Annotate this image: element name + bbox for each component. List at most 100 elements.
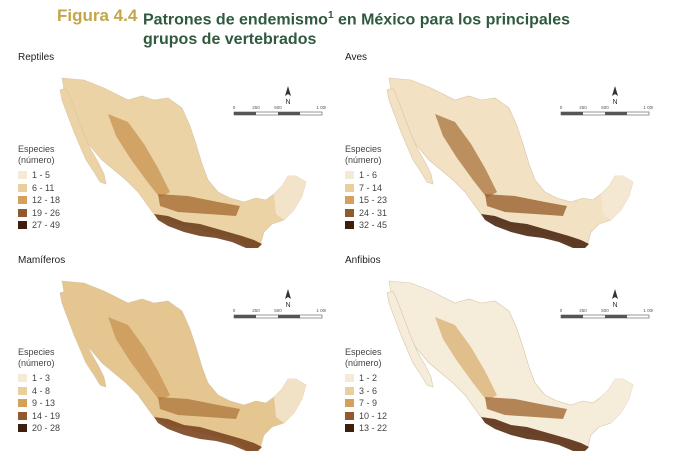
svg-text:500: 500 <box>601 105 609 110</box>
legend-label: 1 - 6 <box>359 170 378 181</box>
legend-swatch <box>18 221 27 230</box>
legend: Especies (número) 1 - 5 6 - 11 12 - 18 1… <box>18 144 60 232</box>
svg-text:1 000: 1 000 <box>643 308 653 313</box>
legend-title-line2: (número) <box>18 358 55 368</box>
legend-swatch <box>18 424 27 433</box>
legend-item: 15 - 23 <box>345 194 387 207</box>
svg-text:0: 0 <box>233 105 236 110</box>
legend-swatch <box>18 411 27 420</box>
legend: Especies (número) 1 - 2 3 - 6 7 - 9 10 -… <box>345 347 387 435</box>
legend-swatch <box>345 411 354 420</box>
legend-swatch <box>345 171 354 180</box>
svg-text:250: 250 <box>579 105 587 110</box>
legend-swatch <box>18 374 27 383</box>
legend-item: 6 - 11 <box>18 182 60 195</box>
legend-label: 10 - 12 <box>359 410 388 421</box>
legend-label: 9 - 13 <box>32 398 56 409</box>
svg-text:N: N <box>285 302 290 309</box>
legend-title-line2: (número) <box>18 155 55 165</box>
legend-swatch <box>345 221 354 230</box>
svg-text:1 000: 1 000 <box>316 105 326 110</box>
legend-item: 7 - 14 <box>345 182 387 195</box>
legend-label: 7 - 14 <box>359 182 383 193</box>
volcanic-belt <box>158 194 240 216</box>
svg-text:0: 0 <box>560 105 563 110</box>
legend-title-line1: Especies <box>18 144 55 154</box>
baja-california-region <box>59 87 107 185</box>
legend-title-line1: Especies <box>18 347 55 357</box>
sierra-madre-band <box>108 317 170 401</box>
sierra-madre-band <box>435 114 497 198</box>
volcanic-belt <box>158 397 240 419</box>
legend-title-line1: Especies <box>345 144 382 154</box>
svg-text:250: 250 <box>579 308 587 313</box>
legend-title: Especies (número) <box>345 347 387 369</box>
legend-item: 9 - 13 <box>18 397 60 410</box>
legend-label: 14 - 19 <box>32 410 61 421</box>
legend-title-line2: (número) <box>345 358 382 368</box>
legend-label: 1 - 3 <box>32 373 51 384</box>
legend-item: 14 - 19 <box>18 410 60 423</box>
figure-title: Patrones de endemismo1 en México para lo… <box>143 6 623 50</box>
legend-label: 27 - 49 <box>32 220 61 231</box>
north-arrow-icon: N <box>612 289 618 309</box>
legend-swatch <box>345 374 354 383</box>
legend-label: 13 - 22 <box>359 423 388 434</box>
southern-highlands <box>154 214 262 248</box>
baja-california-region <box>386 290 434 388</box>
legend-title: Especies (número) <box>18 347 60 369</box>
map-mamiferos <box>59 280 307 452</box>
legend-item: 1 - 2 <box>345 372 387 385</box>
svg-text:1 000: 1 000 <box>316 308 326 313</box>
scale-bar: N 0 250 500 1 000 <box>560 86 653 116</box>
legend-swatch <box>18 196 27 205</box>
legend-title: Especies (número) <box>345 144 387 166</box>
scale-bar: N 0 250 500 1 000 <box>560 289 653 319</box>
panel-title: Mamíferos <box>18 255 66 266</box>
north-arrow-icon: N <box>612 86 618 106</box>
scale-bar-line: 0 250 500 1 000 <box>560 105 653 116</box>
map-aves <box>386 77 634 249</box>
legend-item: 32 - 45 <box>345 219 387 232</box>
svg-text:250: 250 <box>252 105 260 110</box>
legend-item: 1 - 5 <box>18 169 60 182</box>
legend-label: 1 - 5 <box>32 170 51 181</box>
figure-title-rest: en México para los principales grupos de… <box>143 11 571 49</box>
legend-label: 32 - 45 <box>359 220 388 231</box>
southern-highlands <box>481 417 589 451</box>
legend-item: 12 - 18 <box>18 194 60 207</box>
baja-california-region <box>386 87 434 185</box>
panel-anfibios: Anfibios N 0 250 500 1 000 Especies (número)… <box>345 255 685 460</box>
panel-title: Reptiles <box>18 52 55 63</box>
legend-item: 7 - 9 <box>345 397 387 410</box>
baja-california-region <box>59 290 107 388</box>
legend-item: 4 - 8 <box>18 385 60 398</box>
legend-label: 24 - 31 <box>359 207 388 218</box>
yucatan-region <box>601 176 633 220</box>
yucatan-region <box>274 176 306 220</box>
legend-label: 1 - 2 <box>359 373 378 384</box>
legend-item: 3 - 6 <box>345 385 387 398</box>
legend-label: 7 - 9 <box>359 398 378 409</box>
volcanic-belt <box>485 194 567 216</box>
legend-title-line1: Especies <box>345 347 382 357</box>
scale-bar-line: 0 250 500 1 000 <box>233 308 326 319</box>
panel-aves: Aves N 0 250 500 1 000 Especies (número) 1 -… <box>345 52 685 257</box>
north-arrow-icon: N <box>285 289 291 309</box>
scale-bar-line: 0 250 500 1 000 <box>560 308 653 319</box>
scale-bar-line: 0 250 500 1 000 <box>233 105 326 116</box>
legend-swatch <box>345 196 354 205</box>
volcanic-belt <box>485 397 567 419</box>
figure-label: Figura 4.4 <box>57 6 138 25</box>
figure-title-main: Patrones de endemismo <box>143 11 328 29</box>
footnote-mark: 1 <box>327 10 334 21</box>
legend-swatch <box>18 183 27 192</box>
legend-label: 15 - 23 <box>359 195 388 206</box>
svg-text:N: N <box>612 302 617 309</box>
legend-swatch <box>345 183 354 192</box>
svg-text:500: 500 <box>274 105 282 110</box>
southern-highlands <box>154 417 262 451</box>
legend: Especies (número) 1 - 3 4 - 8 9 - 13 14 … <box>18 347 60 435</box>
legend-swatch <box>18 386 27 395</box>
svg-text:N: N <box>285 99 290 106</box>
